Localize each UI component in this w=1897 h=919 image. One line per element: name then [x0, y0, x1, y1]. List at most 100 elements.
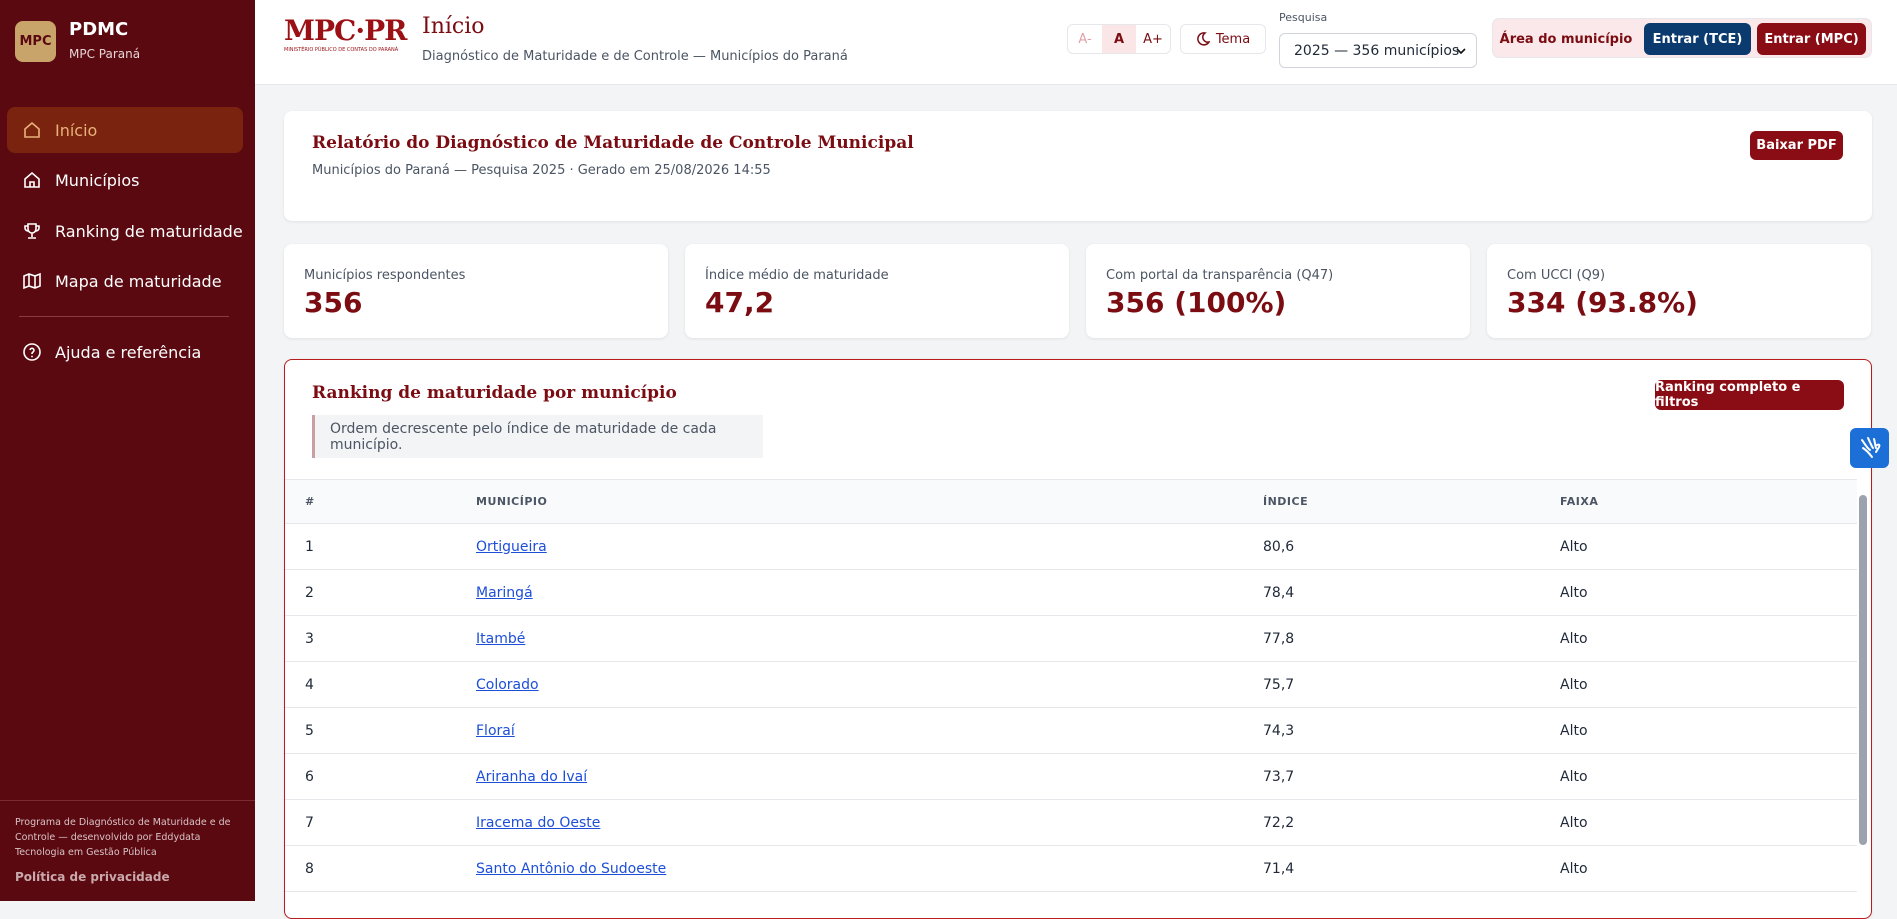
column-header: # [285, 479, 475, 524]
nav-item[interactable]: Início [7, 107, 243, 153]
login-mpc[interactable]: Entrar (MPC) [1757, 23, 1866, 55]
survey-label: Pesquisa [1279, 11, 1328, 24]
stat-label: Com portal da transparência (Q47) [1106, 268, 1334, 283]
table-cell: Alto [1559, 523, 1857, 570]
municipio-link[interactable]: Ariranha do Ivaí [476, 768, 588, 785]
table-cell: Alto [1559, 569, 1857, 616]
column-header: ÍNDICE [1262, 479, 1559, 524]
nav-label: Ranking de maturidade [55, 221, 243, 241]
table-cell: 75,7 [1262, 661, 1559, 708]
municipio-link[interactable]: Iracema do Oeste [476, 814, 601, 831]
theme-button[interactable]: Tema [1180, 24, 1266, 54]
table-cell: 5 [285, 707, 475, 754]
table-header: # MUNICÍPIO ÍNDICE FAIXA [285, 479, 1857, 524]
table-cell: Alto [1559, 661, 1857, 708]
table-row: 4 Colorado 75,7 Alto [285, 661, 1857, 708]
municipio-link[interactable]: Maringá [476, 584, 533, 601]
nav-item[interactable]: Mapa de maturidade [7, 258, 243, 304]
ranking-title: Ranking de maturidade por município [312, 383, 677, 403]
table-row: 7 Iracema do Oeste 72,2 Alto [285, 799, 1857, 846]
table-cell: 74,3 [1262, 707, 1559, 754]
stat-label: Índice médio de maturidade [705, 268, 889, 283]
table-cell: Ariranha do Ivaí [475, 753, 1262, 800]
pdf-button[interactable]: Baixar PDF [1750, 131, 1843, 160]
brand-sub: MINISTÉRIO PÚBLICO DE CONTAS DO PARANÁ [284, 47, 399, 53]
stat-card: Índice médio de maturidade 47,2 [685, 244, 1069, 338]
stat-card: Com UCCI (Q9) 334 (93.8%) [1487, 244, 1871, 338]
nav-item[interactable]: Ranking de maturidade [7, 208, 243, 254]
theme-label: Tema [1215, 31, 1251, 47]
table-cell: Alto [1559, 615, 1857, 662]
stat-value: 356 (100%) [1106, 286, 1287, 319]
table-row: 1 Ortigueira 80,6 Alto [285, 523, 1857, 570]
table-cell: 2 [285, 569, 475, 616]
stat-card: Municípios respondentes 356 [284, 244, 668, 338]
area-button[interactable]: Área do município [1499, 31, 1633, 47]
stat-label: Municípios respondentes [304, 268, 466, 283]
stat-value: 334 (93.8%) [1507, 286, 1698, 319]
accessibility-widget[interactable] [1850, 428, 1889, 468]
nav-label: Início [55, 120, 98, 140]
nav-label: Ajuda e referência [55, 342, 202, 362]
nav-item[interactable]: Ajuda e referência [7, 329, 243, 375]
app-subtitle: MPC Paraná [69, 47, 141, 61]
separator [0, 800, 255, 801]
report-title: Relatório do Diagnóstico de Maturidade d… [312, 133, 914, 153]
municipio-link[interactable]: Ortigueira [476, 538, 547, 555]
nav-item[interactable]: Municípios [7, 157, 243, 203]
font-reset[interactable]: A [1102, 25, 1136, 53]
login-tce[interactable]: Entrar (TCE) [1644, 23, 1751, 55]
font-increase[interactable]: A+ [1143, 31, 1163, 47]
table-cell: Alto [1559, 845, 1857, 892]
ranking-button[interactable]: Ranking completo e filtros [1655, 380, 1844, 410]
scrollbar [1859, 495, 1867, 845]
font-controls: A- A A+ [1067, 24, 1171, 54]
table-row: 2 Maringá 78,4 Alto [285, 569, 1857, 616]
municipio-link[interactable]: Floraí [476, 722, 515, 739]
table-cell: Alto [1559, 799, 1857, 846]
font-decrease[interactable]: A- [1078, 31, 1092, 47]
table-cell: Itambé [475, 615, 1262, 662]
nav-label: Mapa de maturidade [55, 271, 222, 291]
stat-card: Com portal da transparência (Q47) 356 (10… [1086, 244, 1470, 338]
municipio-link[interactable]: Santo Antônio do Sudoeste [476, 860, 667, 877]
logo: MPC [15, 21, 56, 62]
table-cell: 6 [285, 753, 475, 800]
table-body: 1 Ortigueira 80,6 Alto 2 Maringá 78,4 Alto 3 Itam… [285, 523, 1857, 892]
stat-label: Com UCCI (Q9) [1507, 268, 1606, 283]
table-cell: 80,6 [1262, 523, 1559, 570]
survey-select[interactable]: 2025 — 356 municípios [1279, 33, 1477, 68]
ranking-note: Ordem decrescente pelo índice de maturid… [312, 415, 763, 458]
report-card: Relatório do Diagnóstico de Maturidade d… [284, 111, 1872, 221]
sidebar: MPC PDMC MPC Paraná Início Municípios Ra… [0, 0, 255, 901]
stat-value: 47,2 [705, 286, 775, 319]
table-cell: 73,7 [1262, 753, 1559, 800]
table-cell: Iracema do Oeste [475, 799, 1262, 846]
table-cell: 77,8 [1262, 615, 1559, 662]
survey-option: 2025 — 356 municípios [1294, 42, 1460, 59]
ranking-table: # MUNICÍPIO ÍNDICE FAIXA 1 Ortigueira 80,6 Alto… [285, 479, 1857, 892]
municipio-link[interactable]: Colorado [476, 676, 539, 693]
stat-value: 356 [304, 286, 363, 319]
table-cell: 78,4 [1262, 569, 1559, 616]
table-cell: 7 [285, 799, 475, 846]
header: MPC·PR MINISTÉRIO PÚBLICO DE CONTAS DO P… [255, 0, 1897, 85]
table-cell: 72,2 [1262, 799, 1559, 846]
table-row: 6 Ariranha do Ivaí 73,7 Alto [285, 753, 1857, 800]
separator [19, 316, 229, 317]
table-row: 8 Santo Antônio do Sudoeste 71,4 Alto [285, 845, 1857, 892]
privacy-link[interactable]: Política de privacidade [15, 870, 170, 884]
table-cell: 8 [285, 845, 475, 892]
municipio-link[interactable]: Itambé [476, 630, 526, 647]
table-cell: 3 [285, 615, 475, 662]
nav-label: Municípios [55, 170, 140, 190]
table-cell: 4 [285, 661, 475, 708]
page-subtitle: Diagnóstico de Maturidade e de Controle … [422, 49, 848, 64]
table-cell: Ortigueira [475, 523, 1262, 570]
table-cell: Alto [1559, 707, 1857, 754]
page-title: Início [422, 14, 485, 39]
table-row: 5 Floraí 74,3 Alto [285, 707, 1857, 754]
ranking-card: Ranking de maturidade por município Rank… [284, 359, 1872, 919]
